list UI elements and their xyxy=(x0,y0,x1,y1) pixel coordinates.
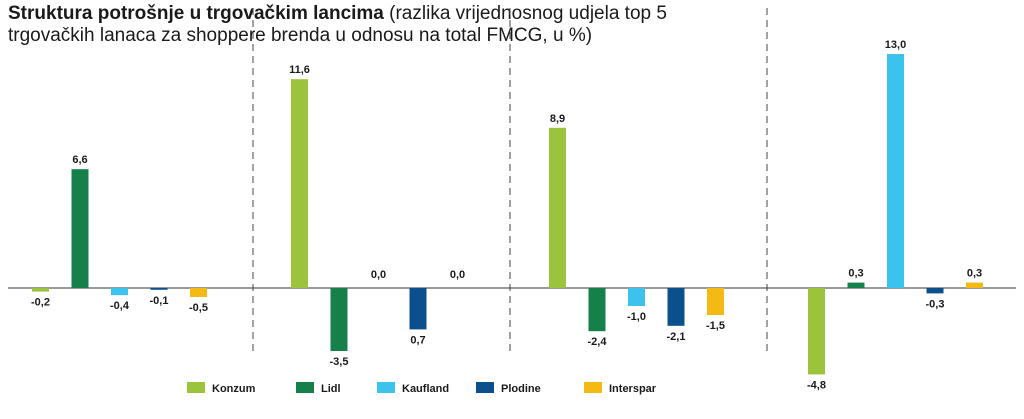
bar-konzum-3 xyxy=(549,127,566,288)
bar-kaufland-1 xyxy=(111,288,128,296)
data-label-interspar-3: -1,5 xyxy=(706,320,725,332)
legend-swatch-kaufland xyxy=(377,382,395,393)
legend-label-interspar: Interspar xyxy=(609,383,657,395)
bar-lidl-2 xyxy=(330,288,348,351)
data-label-lidl-3: -2,4 xyxy=(588,336,608,348)
data-label-interspar-1: -0,5 xyxy=(189,302,208,314)
data-label-plodine-4: -0,3 xyxy=(926,298,945,310)
legend-label-lidl: Lidl xyxy=(321,383,341,395)
legend-swatch-plodine xyxy=(476,382,494,393)
data-label-plodine-3: -2,1 xyxy=(667,331,686,343)
legend-label-konzum: Konzum xyxy=(212,383,256,395)
bar-konzum-2 xyxy=(291,79,308,288)
legend-swatch-interspar xyxy=(584,382,602,393)
data-label-plodine-2: 0,7 xyxy=(410,334,425,346)
data-label-konzum-3: 8,9 xyxy=(550,113,565,125)
bar-lidl-3 xyxy=(588,288,606,332)
data-label-konzum-4: -4,8 xyxy=(807,379,826,391)
data-label-kaufland-1: -0,4 xyxy=(110,300,130,312)
chart-title: Struktura potrošnje u trgovačkim lancima… xyxy=(8,3,708,47)
bar-lidl-1 xyxy=(71,169,89,288)
data-label-lidl-1: 6,6 xyxy=(72,154,87,166)
bar-plodine-3 xyxy=(667,288,685,326)
legend-swatch-konzum xyxy=(187,382,205,393)
data-label-konzum-1: -0,2 xyxy=(31,297,50,309)
data-label-interspar-4: 0,3 xyxy=(967,268,982,280)
data-label-kaufland-2: 0,0 xyxy=(371,269,386,281)
bar-kaufland-3 xyxy=(628,288,645,306)
legend-label-kaufland: Kaufland xyxy=(402,383,449,395)
legend-label-plodine: Plodine xyxy=(501,383,541,395)
bar-konzum-4 xyxy=(808,288,825,375)
bar-plodine-1 xyxy=(150,288,168,290)
bar-interspar-1 xyxy=(190,288,207,297)
data-label-lidl-2: -3,5 xyxy=(330,356,349,368)
bar-plodine-4 xyxy=(926,288,944,294)
bar-plodine-2 xyxy=(409,288,427,330)
data-label-plodine-1: -0,1 xyxy=(150,295,169,307)
bar-kaufland-4 xyxy=(887,54,904,288)
chart-subtitle: (razlika vrijednosnog udjela top 5 trgov… xyxy=(8,3,667,46)
data-label-kaufland-3: -1,0 xyxy=(627,311,646,323)
bar-interspar-3 xyxy=(707,288,724,315)
bar-interspar-4 xyxy=(966,282,983,288)
data-label-interspar-2: 0,0 xyxy=(450,269,465,281)
legend-swatch-lidl xyxy=(296,382,314,393)
bar-lidl-4 xyxy=(847,282,865,288)
data-label-kaufland-4: 13,0 xyxy=(885,39,906,51)
chart-title-main: Struktura potrošnje u trgovačkim lancima xyxy=(8,3,384,24)
data-label-konzum-2: 11,6 xyxy=(289,64,310,76)
bar-konzum-1 xyxy=(32,288,49,292)
data-label-lidl-4: 0,3 xyxy=(848,268,863,280)
